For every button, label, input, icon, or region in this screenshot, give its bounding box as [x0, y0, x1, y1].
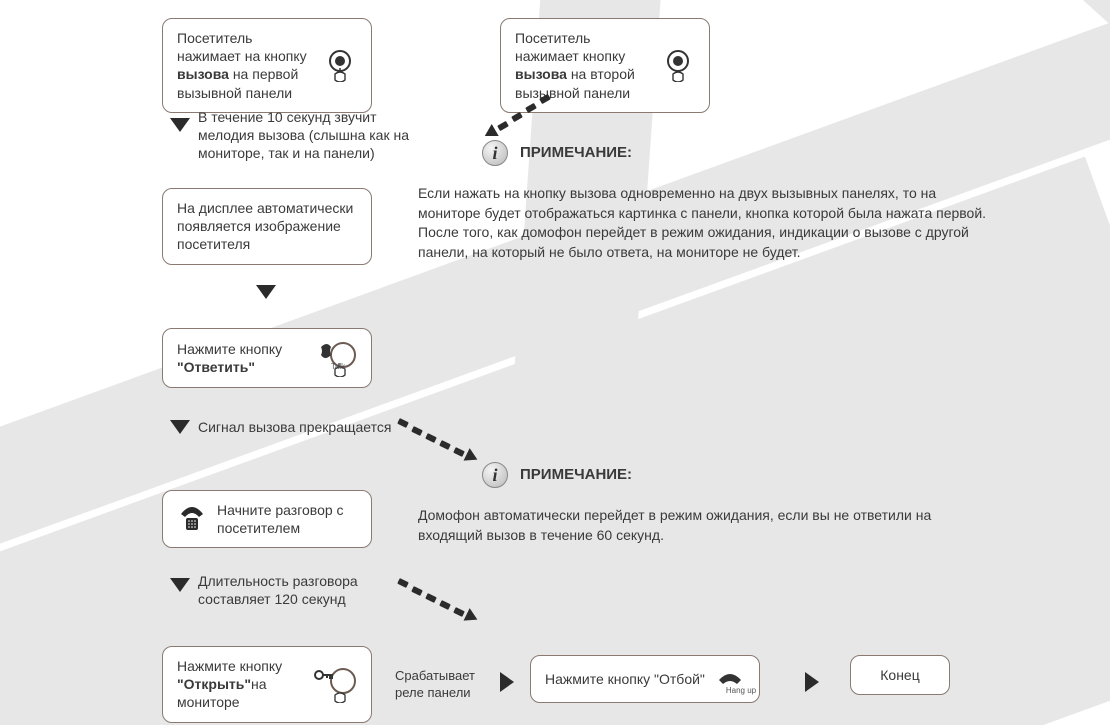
arrow-down-icon — [170, 420, 190, 434]
talk-button-icon — [313, 339, 357, 377]
step4-box: Начните разговор с посетителем — [162, 490, 372, 548]
side4-text: Длительность разговора составляет 120 се… — [198, 572, 418, 608]
side1-text: В течение 10 секунд звучит мелодия вызов… — [198, 108, 428, 163]
step4-text: Начните разговор с посетителем — [217, 501, 357, 537]
step2-text: На дисплее автоматически появляется изоб… — [177, 199, 357, 254]
arrow-down-icon — [256, 285, 276, 299]
press-button-icon — [661, 48, 695, 82]
arrow-right-icon — [500, 672, 514, 692]
note1-header: i ПРИМЕЧАНИЕ: — [482, 140, 632, 166]
side3-text: Сигнал вызова прекращается — [198, 418, 428, 436]
end-box: Конец — [850, 655, 950, 695]
note2-header: i ПРИМЕЧАНИЕ: — [482, 462, 632, 488]
note1-text: Если нажать на кнопку вызова одновременн… — [418, 184, 988, 262]
step1-text: Посетитель нажимает на кнопку вызова на … — [177, 29, 313, 102]
hangup-box: Нажмите кнопку "Отбой" — [530, 655, 760, 703]
note1-title: ПРИМЕЧАНИЕ: — [520, 144, 632, 161]
note2-title: ПРИМЕЧАНИЕ: — [520, 466, 632, 483]
step1-box: Посетитель нажимает на кнопку вызова на … — [162, 18, 372, 113]
info-icon: i — [482, 140, 508, 166]
step2-box: На дисплее автоматически появляется изоб… — [162, 188, 372, 265]
dashed-arrow-icon — [398, 420, 488, 468]
arrow-down-icon — [170, 118, 190, 132]
arrow-right-icon — [805, 672, 819, 692]
hangup-text: Нажмите кнопку "Отбой" — [545, 670, 705, 688]
phone-icon — [177, 504, 207, 534]
note2-text: Домофон автоматически перейдет в режим о… — [418, 506, 978, 545]
key-button-icon — [313, 665, 357, 703]
right-top-text: Посетитель нажимает кнопку вызова на вто… — [515, 29, 651, 102]
dashed-arrow-icon — [398, 580, 488, 628]
step5-box: Нажмите кнопку "Открыть"на мониторе — [162, 646, 372, 723]
step3-box: Нажмите кнопку "Ответить" — [162, 328, 372, 388]
end-text: Конец — [865, 666, 935, 684]
step3-text: Нажмите кнопку "Ответить" — [177, 340, 303, 376]
hangup-label: Hang up — [720, 686, 762, 695]
talk-label: Talk — [326, 362, 350, 371]
relay-text: Срабатывает реле панели — [395, 668, 495, 702]
info-icon: i — [482, 462, 508, 488]
arrow-down-icon — [170, 578, 190, 592]
step5-text: Нажмите кнопку "Открыть"на мониторе — [177, 657, 303, 712]
press-button-icon — [323, 48, 357, 82]
